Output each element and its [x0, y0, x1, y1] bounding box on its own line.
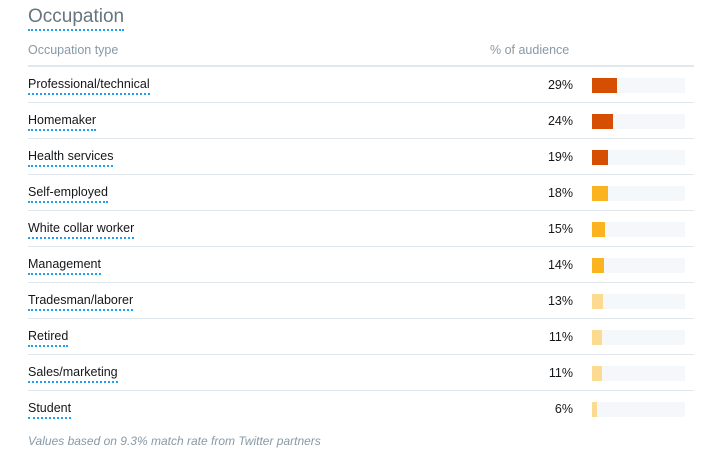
bar-track	[592, 330, 685, 345]
bar-fill	[592, 258, 604, 273]
bar-fill	[592, 222, 605, 237]
bar-track	[592, 258, 685, 273]
bar-fill	[592, 402, 597, 417]
percent-of-audience-header: % of audience	[490, 43, 570, 57]
occupation-label[interactable]: Student	[28, 401, 72, 419]
bar-fill	[592, 114, 613, 129]
percent-value: 29%	[547, 78, 573, 92]
table-row: White collar worker 15%	[28, 211, 694, 247]
occupation-label[interactable]: Retired	[28, 329, 69, 347]
bar-track	[592, 366, 685, 381]
table-row: Retired 11%	[28, 319, 694, 355]
occupation-label[interactable]: Homemaker	[28, 113, 97, 131]
percent-value: 24%	[547, 114, 573, 128]
occupation-label[interactable]: Professional/technical	[28, 77, 150, 95]
table-row: Homemaker 24%	[28, 103, 694, 139]
bar-track	[592, 222, 685, 237]
bar-track	[592, 114, 685, 129]
percent-value: 13%	[547, 294, 573, 308]
table-row: Health services 19%	[28, 139, 694, 175]
table-header: Occupation type % of audience	[28, 39, 694, 67]
occupation-label[interactable]: Sales/marketing	[28, 365, 118, 383]
percent-value: 15%	[547, 222, 573, 236]
table-row: Sales/marketing 11%	[28, 355, 694, 391]
table-row: Self-employed 18%	[28, 175, 694, 211]
match-rate-footnote: Values based on 9.3% match rate from Twi…	[28, 434, 321, 448]
occupation-label[interactable]: Self-employed	[28, 185, 108, 203]
bar-track	[592, 402, 685, 417]
bar-fill	[592, 366, 602, 381]
occupation-type-header: Occupation type	[28, 43, 119, 57]
bar-track	[592, 294, 685, 309]
bar-fill	[592, 294, 603, 309]
bar-fill	[592, 150, 608, 165]
percent-value: 19%	[547, 150, 573, 164]
bar-track	[592, 150, 685, 165]
percent-value: 18%	[547, 186, 573, 200]
bar-track	[592, 186, 685, 201]
occupation-label[interactable]: White collar worker	[28, 221, 135, 239]
table-row: Management 14%	[28, 247, 694, 283]
table-row: Tradesman/laborer 13%	[28, 283, 694, 319]
bar-fill	[592, 330, 602, 345]
percent-value: 11%	[548, 366, 573, 380]
percent-value: 11%	[548, 330, 573, 344]
bar-track	[592, 78, 685, 93]
table-row: Student 6%	[28, 391, 694, 426]
occupation-label[interactable]: Management	[28, 257, 101, 275]
table-row: Professional/technical 29%	[28, 67, 694, 103]
bar-fill	[592, 78, 617, 93]
occupation-label[interactable]: Health services	[28, 149, 114, 167]
occupation-list: Professional/technical 29% Homemaker 24%…	[28, 67, 694, 426]
percent-value: 14%	[547, 258, 573, 272]
bar-fill	[592, 186, 608, 201]
section-title[interactable]: Occupation	[28, 6, 125, 31]
percent-value: 6%	[554, 402, 573, 416]
occupation-label[interactable]: Tradesman/laborer	[28, 293, 134, 311]
occupation-panel: Occupation Occupation type % of audience…	[28, 6, 694, 448]
